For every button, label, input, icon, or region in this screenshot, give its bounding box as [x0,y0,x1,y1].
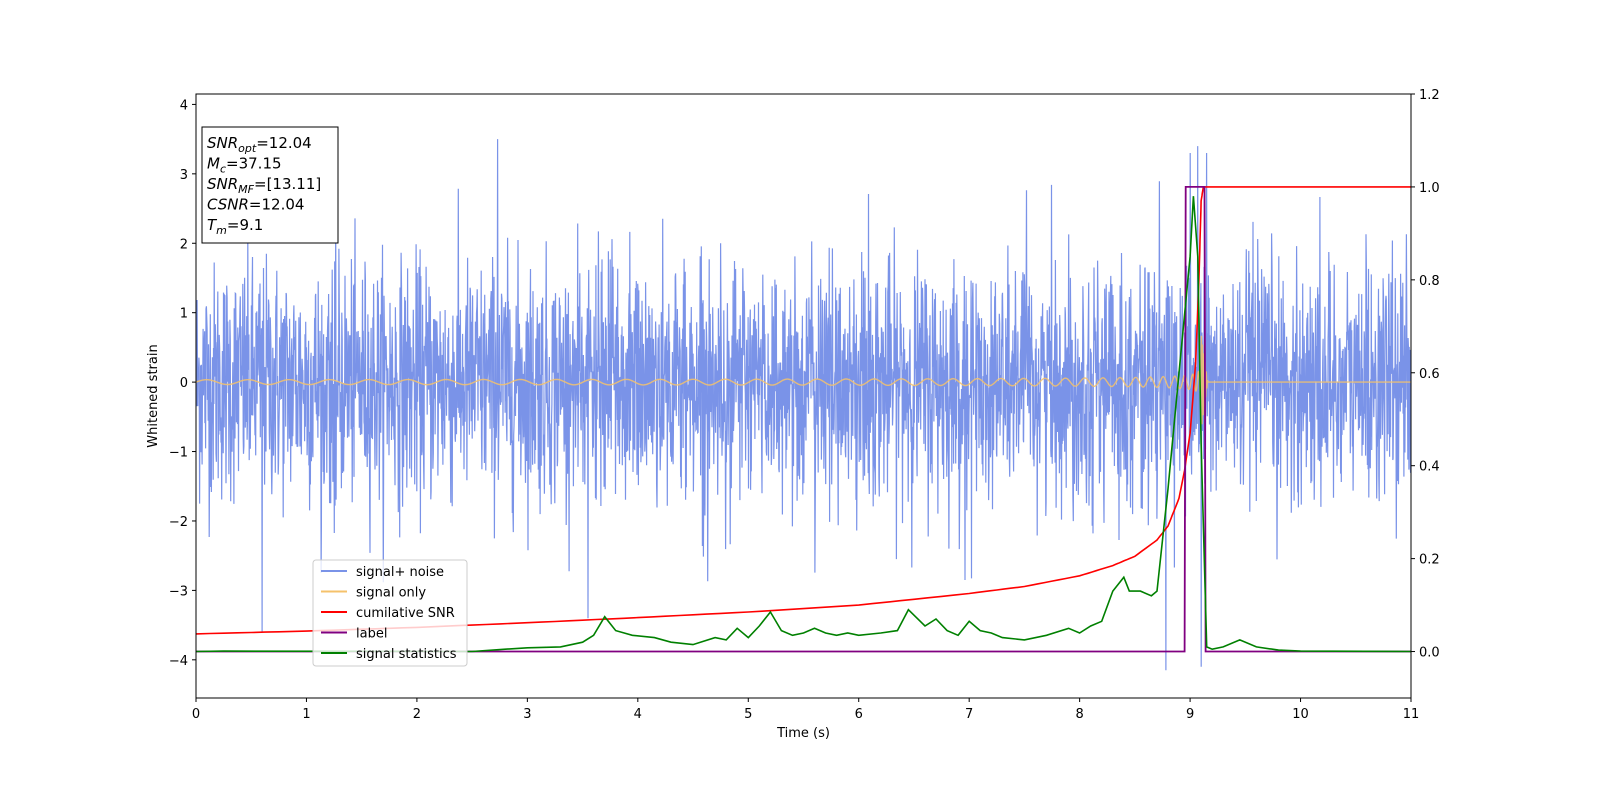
y-tick-label: 0 [180,376,188,391]
series-signal-only [196,335,1411,425]
info-value: =37.15 [226,155,282,173]
y-tick-label: −2 [169,515,188,530]
info-symbol: CSNR [207,196,249,214]
y-right-tick-label: 0.4 [1419,460,1440,475]
y-axis-label: Whitened strain [146,344,161,447]
info-subscript: opt [238,142,257,155]
x-tick-label: 11 [1403,707,1420,722]
info-symbol: T [207,216,218,234]
x-tick-label: 8 [1075,707,1083,722]
legend-label: signal+ noise [356,565,444,580]
plot-area [196,139,1411,671]
info-subscript: MF [238,183,254,196]
info-line: Mc=37.15 [207,155,282,176]
signal-only-line [196,335,1411,425]
y-right-tick-label: 0.6 [1419,367,1440,382]
y-tick-label: −3 [169,584,188,599]
y-right-tick-label: 0.0 [1419,646,1440,661]
legend-frame [312,559,468,667]
x-axis-ticks: 0 1 2 3 4 5 6 7 8 9 10 11 [192,698,1419,722]
x-tick-label: 3 [523,707,531,722]
legend-label: cumilative SNR [356,606,455,621]
legend: signal+ noise signal only cumilative SNR la… [312,559,468,667]
legend-label: label [356,627,387,642]
y-axis-left-ticks: −4 −3 −2 −1 0 1 2 3 4 [169,98,196,669]
info-line: SNRopt=12.04 [207,134,312,155]
y-right-tick-label: 1.2 [1419,88,1440,103]
x-tick-label: 2 [413,707,421,722]
label-line [196,185,1411,653]
axes-frame [195,93,1412,699]
series-signal-noise [196,139,1411,671]
y-axis-right-ticks: 0.0 0.2 0.4 0.6 0.8 1.0 1.2 [1411,88,1440,661]
y-right-tick-label: 1.0 [1419,181,1440,196]
info-value: =[13.11] [254,175,321,193]
info-box-frame [201,126,339,244]
y-tick-label: −1 [169,446,188,461]
y-tick-label: 3 [180,168,188,183]
cumulative-snr-line [196,186,1411,635]
x-tick-label: 0 [192,707,200,722]
info-value: =12.04 [249,196,305,214]
noise-line [196,139,1411,671]
legend-label: signal only [356,586,426,601]
x-tick-label: 4 [634,707,642,722]
info-line: SNRMF=[13.11] [207,175,321,196]
y-tick-label: 4 [180,98,188,113]
info-subscript: c [220,163,226,176]
x-tick-label: 10 [1292,707,1309,722]
x-tick-label: 1 [302,707,310,722]
info-symbol: SNR [207,134,238,152]
y-tick-label: 1 [180,307,188,322]
y-right-tick-label: 0.8 [1419,274,1440,289]
x-tick-label: 5 [744,707,752,722]
info-value: =12.04 [256,134,312,152]
series-signal-statistics [196,196,1411,653]
x-tick-label: 9 [1186,707,1194,722]
info-box: SNRopt=12.04Mc=37.15SNRMF=[13.11]CSNR=12… [201,126,339,244]
info-symbol: M [207,155,220,173]
x-axis-label: Time (s) [776,726,830,741]
signal-statistics-line [196,196,1411,653]
series-label [196,185,1411,653]
info-line: Tm=9.1 [207,216,263,237]
x-tick-label: 7 [965,707,973,722]
series-cumulative-snr [196,186,1411,635]
y-tick-label: 2 [180,237,188,252]
y-tick-label: −4 [169,654,188,669]
info-symbol: SNR [207,175,238,193]
y-right-tick-label: 0.2 [1419,553,1440,568]
info-subscript: m [216,224,227,237]
x-tick-label: 6 [855,707,863,722]
info-value: =9.1 [227,216,263,234]
legend-label: signal statistics [356,647,457,662]
info-line: CSNR=12.04 [207,196,304,214]
